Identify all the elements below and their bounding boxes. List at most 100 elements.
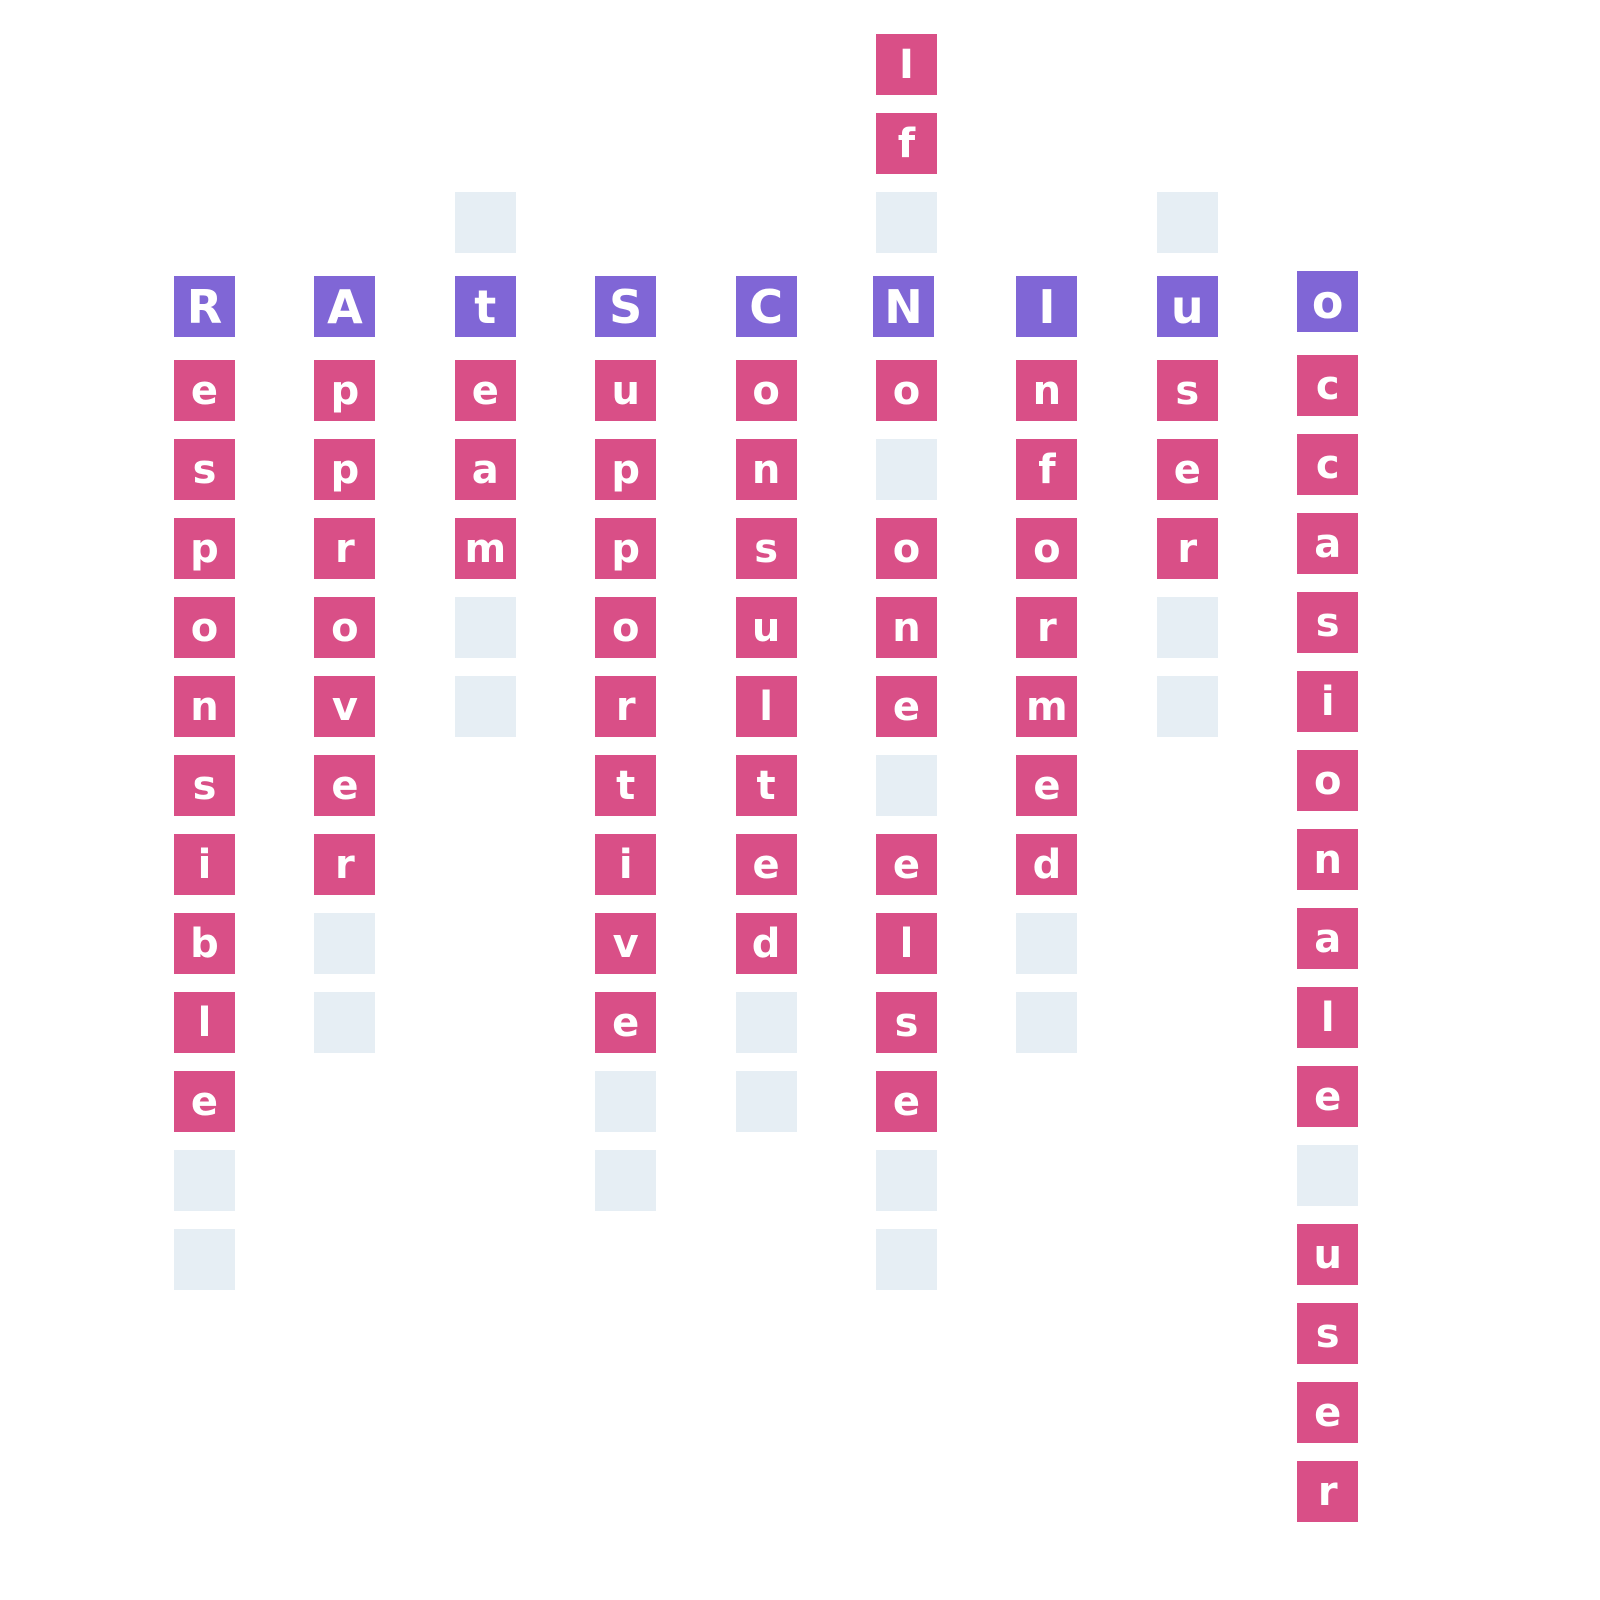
letter-tile: a — [454, 439, 516, 500]
letter-tile: m — [1016, 676, 1078, 737]
empty-tile — [1297, 1145, 1359, 1206]
letter-tile: o — [314, 597, 376, 658]
empty-tile — [1016, 992, 1078, 1053]
empty-tile — [735, 992, 797, 1053]
column-header-tile: o — [1297, 271, 1359, 332]
letter-tile: r — [314, 834, 376, 895]
letter-tile: e — [876, 834, 937, 895]
letter-tile: s — [1156, 360, 1218, 421]
letter-tile: o — [174, 597, 235, 658]
letter-tile: e — [1297, 1066, 1359, 1127]
empty-tile — [876, 192, 937, 253]
empty-tile — [735, 1071, 797, 1132]
empty-tile — [876, 1229, 937, 1290]
empty-tile — [314, 992, 376, 1053]
empty-tile — [454, 597, 516, 658]
letter-tile: l — [174, 992, 235, 1053]
letter-tile: e — [174, 360, 235, 421]
letter-tile: d — [1016, 834, 1078, 895]
letter-tile: e — [1297, 1382, 1359, 1443]
letter-tile: p — [314, 439, 376, 500]
empty-tile — [1156, 676, 1218, 737]
letter-tile: e — [174, 1071, 235, 1132]
letter-tile: e — [1156, 439, 1218, 500]
letter-tile: l — [876, 913, 937, 974]
letter-tile: e — [735, 834, 797, 895]
letter-tile: e — [876, 1071, 937, 1132]
letter-tile: o — [1016, 518, 1078, 579]
letter-tile: e — [595, 992, 657, 1053]
letter-tile: t — [735, 755, 797, 816]
letter-tile: t — [595, 755, 657, 816]
letter-tile: v — [314, 676, 376, 737]
empty-tile — [876, 439, 937, 500]
letter-tile: I — [876, 34, 937, 95]
letter-tile: n — [1297, 829, 1359, 890]
letter-tile: c — [1297, 434, 1359, 495]
letter-tile: p — [314, 360, 376, 421]
letter-tile: f — [876, 113, 937, 174]
letter-tile: u — [595, 360, 657, 421]
letter-tile: m — [454, 518, 516, 579]
letter-tile: o — [595, 597, 657, 658]
letter-tile: r — [1156, 518, 1218, 579]
empty-tile — [595, 1150, 657, 1211]
letter-tile: r — [314, 518, 376, 579]
letter-tile: a — [1297, 908, 1359, 969]
empty-tile — [174, 1229, 235, 1290]
letter-tile: e — [1016, 755, 1078, 816]
letter-tile: v — [595, 913, 657, 974]
letter-tile: d — [735, 913, 797, 974]
column-header-tile: A — [314, 276, 376, 337]
letter-tile: s — [1297, 1303, 1359, 1364]
letter-tile: p — [595, 518, 657, 579]
column-header-tile: C — [735, 276, 797, 337]
letter-tile: r — [1297, 1461, 1359, 1522]
empty-tile — [876, 1150, 937, 1211]
column-header-tile: I — [1016, 276, 1078, 337]
letter-tile: c — [1297, 355, 1359, 416]
letter-tile: e — [454, 360, 516, 421]
column-header-tile: N — [873, 276, 934, 337]
letter-tile: u — [1297, 1224, 1359, 1285]
letter-tile: i — [1297, 671, 1359, 732]
letter-tile: n — [174, 676, 235, 737]
letter-tile: n — [876, 597, 937, 658]
letter-tile: e — [314, 755, 376, 816]
letter-tile: i — [174, 834, 235, 895]
letter-tile: l — [1297, 987, 1359, 1048]
letter-tile: b — [174, 913, 235, 974]
empty-tile — [595, 1071, 657, 1132]
column-header-tile: R — [174, 276, 235, 337]
letter-tile: o — [1297, 750, 1359, 811]
column-header-tile: S — [595, 276, 657, 337]
letter-tile: l — [735, 676, 797, 737]
letter-tile: o — [876, 360, 937, 421]
empty-tile — [1156, 192, 1218, 253]
letter-tile: r — [1016, 597, 1078, 658]
letter-tile: i — [595, 834, 657, 895]
empty-tile — [454, 192, 516, 253]
letter-tile: n — [735, 439, 797, 500]
empty-tile — [174, 1150, 235, 1211]
letter-tile: o — [735, 360, 797, 421]
empty-tile — [314, 913, 376, 974]
letter-tile: u — [735, 597, 797, 658]
empty-tile — [454, 676, 516, 737]
column-header-tile: t — [454, 276, 516, 337]
column-header-tile: u — [1156, 276, 1218, 337]
letter-tile: f — [1016, 439, 1078, 500]
letter-tile: s — [876, 992, 937, 1053]
letter-tile: r — [595, 676, 657, 737]
letter-tile: s — [735, 518, 797, 579]
letter-tile: s — [174, 755, 235, 816]
letter-tile: a — [1297, 513, 1359, 574]
letter-tile: p — [174, 518, 235, 579]
empty-tile — [1016, 913, 1078, 974]
empty-tile — [1156, 597, 1218, 658]
letter-tile: e — [876, 676, 937, 737]
letter-tile: s — [1297, 592, 1359, 653]
letter-tile: o — [876, 518, 937, 579]
letter-tile: s — [174, 439, 235, 500]
